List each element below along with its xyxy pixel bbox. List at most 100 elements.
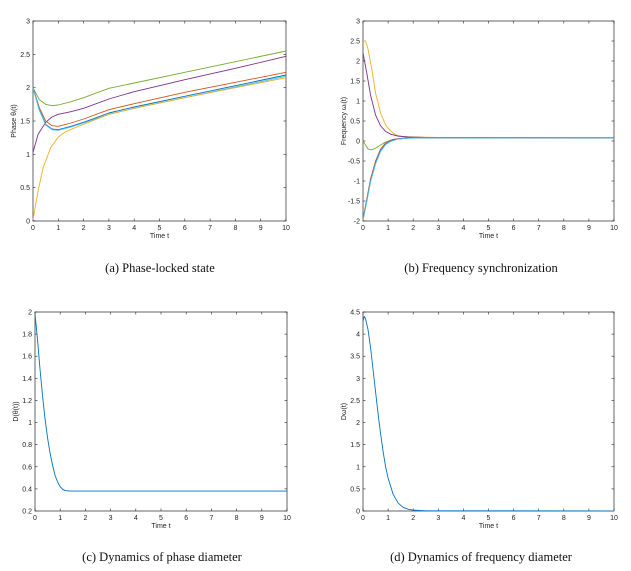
x-tick-label: 7 bbox=[537, 515, 541, 522]
plot-area bbox=[362, 311, 615, 512]
x-tick-label: 2 bbox=[411, 515, 415, 522]
y-tick-label: 1.4 bbox=[22, 376, 32, 383]
y-tick-label: 3 bbox=[356, 19, 360, 26]
plot-area bbox=[362, 20, 615, 222]
y-tick-label: 0.6 bbox=[22, 464, 32, 471]
y-tick-label: 1 bbox=[28, 420, 32, 427]
x-tick-label: 6 bbox=[512, 515, 516, 522]
y-tick-label: 0.5 bbox=[20, 185, 30, 192]
x-tick-label: 9 bbox=[260, 515, 264, 522]
plot-area bbox=[32, 20, 287, 222]
x-tick-label: 1 bbox=[386, 225, 390, 232]
y-tick-label: 1 bbox=[356, 99, 360, 106]
x-tick-label: 3 bbox=[107, 225, 111, 232]
y-axis-label: Phase θᵢ(t) bbox=[11, 104, 18, 137]
y-tick-label: 0 bbox=[356, 139, 360, 146]
panel-caption: (a) Phase-locked state bbox=[105, 261, 215, 275]
x-tick-label: 8 bbox=[235, 515, 239, 522]
panel-caption: (c) Dynamics of phase diameter bbox=[82, 550, 242, 564]
y-tick-label: 0 bbox=[356, 509, 360, 516]
y-tick-label: 2.5 bbox=[350, 398, 360, 405]
x-tick-label: 9 bbox=[587, 225, 591, 232]
x-axis-label: Time t bbox=[479, 233, 498, 240]
x-tick-label: 7 bbox=[209, 515, 213, 522]
series-line-red bbox=[32, 71, 287, 127]
y-axis-label: D(θ(t)) bbox=[13, 401, 20, 421]
x-tick-label: 7 bbox=[208, 225, 212, 232]
y-tick-label: 2 bbox=[28, 310, 32, 317]
y-tick-label: 2 bbox=[26, 85, 30, 92]
y-tick-label: 1.6 bbox=[22, 354, 32, 361]
y-tick-label: 3.5 bbox=[350, 354, 360, 361]
x-axis-label: Time t bbox=[150, 233, 169, 240]
y-tick-label: 1 bbox=[26, 152, 30, 159]
x-tick-label: 5 bbox=[487, 225, 491, 232]
y-tick-label: 2.5 bbox=[20, 52, 30, 59]
x-tick-label: 10 bbox=[282, 225, 290, 232]
x-tick-label: 10 bbox=[610, 515, 618, 522]
x-tick-label: 3 bbox=[436, 515, 440, 522]
series-line-yellow bbox=[32, 77, 287, 220]
series-line-teal bbox=[362, 137, 614, 221]
y-tick-label: 4 bbox=[356, 332, 360, 339]
series-line-diameter bbox=[34, 314, 287, 492]
x-tick-label: 3 bbox=[109, 515, 113, 522]
x-axis-label: Time t bbox=[151, 523, 170, 530]
y-tick-label: -0.5 bbox=[348, 159, 360, 166]
x-tick-label: 5 bbox=[487, 515, 491, 522]
x-tick-label: 3 bbox=[436, 225, 440, 232]
x-tick-label: 4 bbox=[134, 515, 138, 522]
x-tick-label: 1 bbox=[386, 515, 390, 522]
x-tick-label: 2 bbox=[82, 225, 86, 232]
x-tick-label: 0 bbox=[361, 515, 365, 522]
series-line-purple bbox=[362, 52, 615, 139]
panel-d-frequency-diameter: 0 1 2 3 4 5 6 7 8 9 10 0 0.5 1 1.5 2 2.5 3 3.5 4 4.5 Time t Dω… bbox=[341, 310, 618, 565]
x-tick-label: 5 bbox=[159, 515, 163, 522]
y-tick-label: 2 bbox=[356, 59, 360, 66]
x-tick-label: 1 bbox=[58, 515, 62, 522]
panel-c-phase-diameter: 0 1 2 3 4 5 6 7 8 9 10 0.2 0.4 0.6 0.8 1 1.2 1.4 1.6 1.8 2 Ti… bbox=[13, 310, 291, 565]
x-tick-label: 2 bbox=[411, 225, 415, 232]
y-tick-label: -2 bbox=[354, 219, 360, 226]
x-tick-label: 1 bbox=[56, 225, 60, 232]
y-tick-label: 4.5 bbox=[350, 310, 360, 317]
x-tick-label: 6 bbox=[184, 515, 188, 522]
panel-a-phase-locked-state: 0 1 2 3 4 5 6 7 8 9 10 0 0.5 1 1.5 2 2.5 3 Time t Phase θᵢ(… bbox=[11, 19, 290, 276]
x-tick-label: 5 bbox=[158, 225, 162, 232]
y-axis-label: Frequency ωᵢ(t) bbox=[341, 97, 348, 145]
y-tick-label: 3 bbox=[26, 19, 30, 26]
x-tick-label: 9 bbox=[587, 515, 591, 522]
x-tick-label: 6 bbox=[183, 225, 187, 232]
panel-b-frequency-synchronization: 0 1 2 3 4 5 6 7 8 9 10 -2 -1.5 -1 -0.5 0 0.5 1 1.5 2 2.5 3 Tim… bbox=[341, 19, 618, 276]
y-tick-label: 0.2 bbox=[22, 509, 32, 516]
y-tick-label: 1.5 bbox=[350, 442, 360, 449]
x-tick-label: 4 bbox=[461, 515, 465, 522]
x-tick-label: 8 bbox=[562, 225, 566, 232]
y-tick-label: 0 bbox=[26, 219, 30, 226]
x-tick-label: 10 bbox=[610, 225, 618, 232]
y-tick-label: 2.5 bbox=[350, 39, 360, 46]
x-tick-label: 4 bbox=[461, 225, 465, 232]
x-tick-label: 2 bbox=[83, 515, 87, 522]
y-tick-label: 0.5 bbox=[350, 486, 360, 493]
series-line-green bbox=[32, 50, 287, 107]
x-tick-label: 8 bbox=[233, 225, 237, 232]
x-tick-label: 4 bbox=[132, 225, 136, 232]
plot-area bbox=[34, 311, 288, 512]
series-line-diameter bbox=[362, 315, 615, 512]
y-tick-label: -1.5 bbox=[348, 199, 360, 206]
y-tick-label: 0.8 bbox=[22, 442, 32, 449]
series-line-purple bbox=[32, 55, 287, 153]
x-axis-label: Time t bbox=[479, 523, 498, 530]
x-tick-label: 8 bbox=[562, 515, 566, 522]
x-tick-label: 7 bbox=[537, 225, 541, 232]
x-tick-label: 10 bbox=[283, 515, 291, 522]
y-tick-label: -1 bbox=[354, 179, 360, 186]
y-tick-label: 1.5 bbox=[350, 79, 360, 86]
y-tick-label: 0.5 bbox=[350, 119, 360, 126]
y-tick-label: 2 bbox=[356, 420, 360, 427]
y-tick-label: 1.8 bbox=[22, 332, 32, 339]
y-tick-label: 3 bbox=[356, 376, 360, 383]
x-tick-label: 9 bbox=[259, 225, 263, 232]
